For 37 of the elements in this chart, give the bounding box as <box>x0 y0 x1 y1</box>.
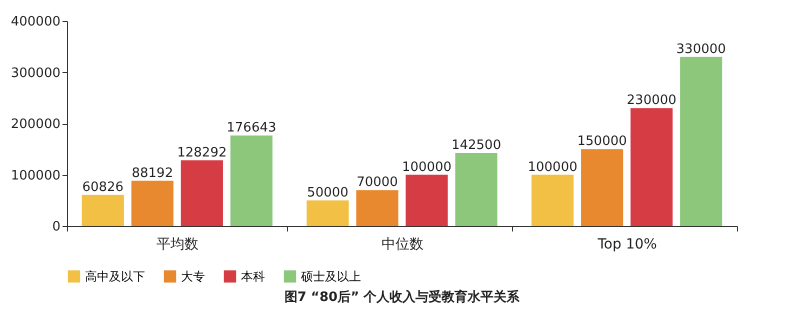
legend-label: 本科 <box>241 269 265 284</box>
bar <box>680 56 722 226</box>
data-label: 100000 <box>402 160 452 175</box>
bar <box>180 160 223 226</box>
data-label: 100000 <box>528 160 578 175</box>
y-tick-label: 200000 <box>10 117 60 132</box>
data-label: 60826 <box>82 180 124 195</box>
bar <box>406 174 448 226</box>
bar <box>131 180 174 226</box>
bar <box>356 190 398 226</box>
x-tick-label: Top 10% <box>596 236 657 252</box>
y-tick-label: 400000 <box>10 14 60 30</box>
x-tick-label: 平均数 <box>156 236 199 252</box>
legend-label: 高中及以下 <box>85 269 145 284</box>
data-label: 70000 <box>356 175 398 190</box>
bar <box>630 108 673 226</box>
legend-label: 硕士及以上 <box>300 269 361 284</box>
data-label: 128292 <box>177 145 227 160</box>
y-tick-label: 0 <box>52 220 60 234</box>
bar <box>82 194 124 226</box>
bar <box>581 149 624 226</box>
bar <box>230 135 272 226</box>
text: 图7 “80后” 个人收入与受教育水平关系 <box>284 289 521 305</box>
data-label: 230000 <box>626 93 676 108</box>
y-tick-label: 100000 <box>10 168 60 184</box>
legend-label: 大专 <box>181 269 205 284</box>
bar <box>455 152 498 226</box>
data-label: 330000 <box>676 42 726 57</box>
bar <box>532 174 574 226</box>
data-label: 176643 <box>226 120 276 136</box>
data-label: 150000 <box>577 134 627 150</box>
bar <box>306 200 349 226</box>
data-label: 142500 <box>451 138 502 153</box>
x-tick-label: 中位数 <box>382 236 424 252</box>
data-label: 88192 <box>132 166 174 181</box>
y-tick-label: 300000 <box>10 66 60 81</box>
data-label: 50000 <box>307 185 348 200</box>
